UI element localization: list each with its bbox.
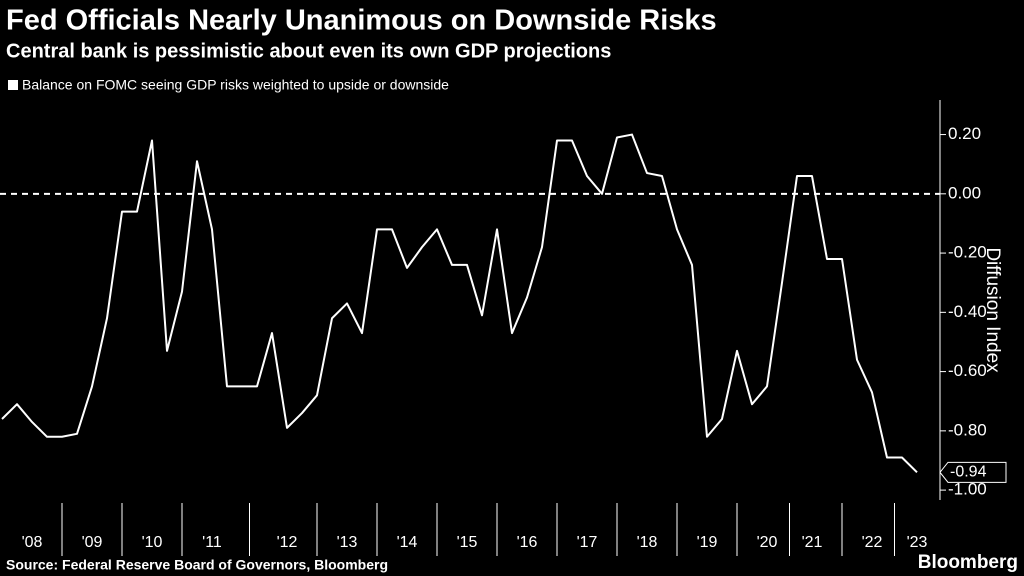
data-line bbox=[1, 133, 918, 474]
y-tick-label: -0.60 bbox=[948, 361, 987, 380]
x-tick-label: '17 bbox=[577, 534, 598, 551]
chart-subtitle: Central bank is pessimistic about even i… bbox=[6, 40, 611, 62]
chart-title: Fed Officials Nearly Unanimous on Downsi… bbox=[6, 5, 717, 37]
x-tick-label: '08 bbox=[22, 534, 43, 551]
x-tick-label: '11 bbox=[202, 534, 222, 551]
x-tick-label: '20 bbox=[757, 534, 778, 551]
x-tick-label: '16 bbox=[517, 534, 538, 551]
y-tick-label: -0.40 bbox=[948, 302, 987, 321]
legend-label: Balance on FOMC seeing GDP risks weighte… bbox=[22, 77, 449, 93]
x-tick-label: '23 bbox=[907, 534, 928, 551]
x-tick-label: '15 bbox=[457, 534, 478, 551]
y-tick-label: -1.00 bbox=[948, 480, 987, 499]
x-tick-label: '18 bbox=[637, 534, 658, 551]
brand: Bloomberg bbox=[918, 552, 1018, 573]
y-axis-label: Diffusion Index bbox=[982, 247, 1003, 373]
y-tick-label: 0.20 bbox=[948, 124, 981, 143]
x-tick-label: '21 bbox=[802, 534, 823, 551]
x-tick-label: '13 bbox=[337, 534, 358, 551]
x-tick-label: '22 bbox=[862, 534, 883, 551]
x-tick-label: '19 bbox=[697, 534, 718, 551]
x-tick-label: '10 bbox=[142, 534, 163, 551]
value-label: -0.94 bbox=[950, 464, 987, 481]
legend-swatch bbox=[8, 80, 18, 90]
y-tick-label: -0.80 bbox=[948, 420, 987, 439]
x-tick-label: '09 bbox=[82, 534, 103, 551]
value-label-box bbox=[939, 461, 1007, 483]
x-tick-label: '12 bbox=[277, 534, 298, 551]
y-tick-label: -0.20 bbox=[948, 243, 987, 262]
y-tick-label: 0.00 bbox=[948, 183, 981, 202]
source: Source: Federal Reserve Board of Governo… bbox=[6, 557, 388, 573]
x-tick-label: '14 bbox=[397, 534, 418, 551]
